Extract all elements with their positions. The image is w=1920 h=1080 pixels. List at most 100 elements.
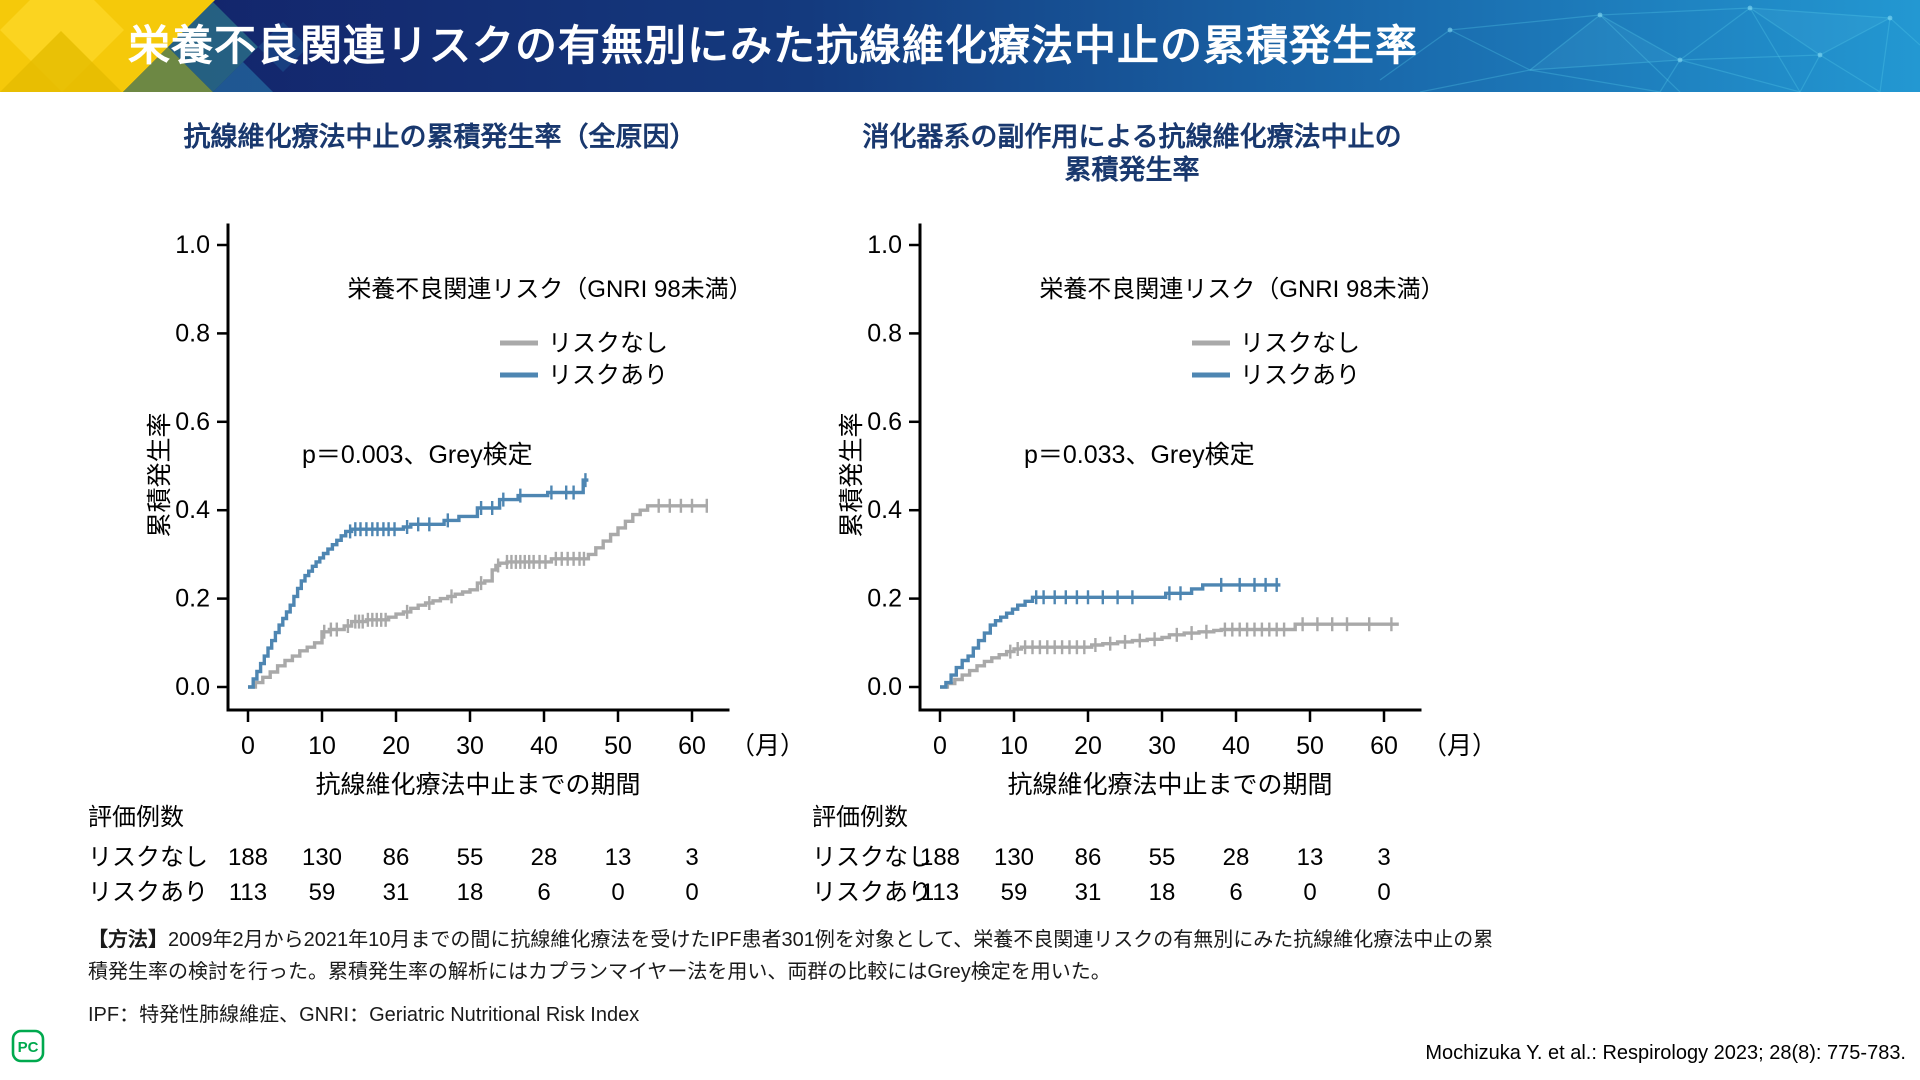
risk-table-count: 28 (1223, 844, 1250, 871)
y-tick-label: 0.8 (175, 319, 210, 347)
chart-gi-title-line1: 消化器系の副作用による抗線維化療法中止の (862, 122, 1402, 152)
risk-table-count: 113 (229, 879, 267, 906)
y-tick-label: 1.0 (175, 231, 210, 259)
legend-title: 栄養不良関連リスク（GNRI 98未満） (1039, 276, 1444, 303)
y-axis-ticks: 0.0 0.2 0.4 0.6 0.8 1.0 (867, 231, 920, 701)
y-tick-label: 0.2 (175, 585, 210, 613)
x-axis-unit: （月） (1422, 732, 1492, 760)
header-bar: 栄養不良関連リスクの有無別にみた抗線維化療法中止の累積発生率 (0, 0, 1920, 92)
slide-title: 栄養不良関連リスクの有無別にみた抗線維化療法中止の累積発生率 (128, 22, 1419, 69)
risk-table-count: 86 (1075, 844, 1102, 871)
x-tick-label: 50 (604, 732, 632, 760)
x-tick-label: 10 (308, 732, 336, 760)
method-note: 【方法】2009年2月から2021年10月までの間に抗線維化療法を受けたIPF患… (88, 924, 1500, 988)
x-tick-label: 20 (382, 732, 410, 760)
curve-risk_present (940, 583, 1281, 689)
axes (226, 223, 730, 712)
risk-table-count: 6 (537, 879, 550, 906)
risk-table-count: 31 (383, 879, 410, 906)
p-value-label: p＝0.033、Grey検定 (1024, 441, 1255, 469)
p-value-label: p＝0.003、Grey検定 (302, 441, 533, 469)
y-axis-title: 累積発生率 (838, 412, 866, 537)
risk-table-count: 0 (611, 879, 624, 906)
curve-risk_none (940, 622, 1399, 689)
series-risk_present (940, 577, 1281, 689)
pc-logo-icon: PC (11, 1029, 45, 1063)
risk-table-count: 55 (457, 844, 484, 871)
y-tick-label: 0.2 (867, 585, 902, 613)
x-axis-unit: （月） (730, 732, 800, 760)
y-tick-label: 0.6 (867, 408, 902, 436)
risk-table-title: 評価例数 (812, 804, 908, 831)
x-axis-title: 抗線維化療法中止までの期間 (315, 771, 640, 799)
risk-table-count: 3 (685, 844, 698, 871)
chart-gi-title: 消化器系の副作用による抗線維化療法中止の 累積発生率 (772, 115, 1492, 185)
x-axis-ticks: 0 10 20 30 40 50 60 （月） (241, 710, 800, 760)
series-risk_none (248, 498, 708, 689)
risk-table-count: 86 (383, 844, 410, 871)
risk-table-count: 18 (457, 879, 484, 906)
y-tick-label: 0.0 (175, 673, 210, 701)
chart-gi-plot: 0.00.20.40.60.81.00 10 20 30 40 50 60 （月）累積発生率抗… (812, 223, 1492, 906)
x-tick-label: 30 (456, 732, 484, 760)
chart-allcause-title-line1: 抗線維化療法中止の累積発生率（全原因） (183, 122, 697, 152)
x-tick-label: 30 (1148, 732, 1176, 760)
chart-allcause-block: 抗線維化療法中止の累積発生率（全原因） 0.0 0.2 0.4 0.6 0.8 1.0 0 1… (80, 115, 800, 925)
method-text: 2009年2月から2021年10月までの間に抗線維化療法を受けたIPF患者301… (88, 929, 1494, 983)
chart-allcause-plot: 0.00.20.40.60.81.00 10 20 30 40 50 60 （月）累積発生率抗… (88, 223, 800, 906)
legend-title: 栄養不良関連リスク（GNRI 98未満） (347, 276, 752, 303)
curve-risk_none (248, 504, 707, 689)
curve-risk_present (248, 478, 589, 689)
risk-table-count: 113 (921, 879, 959, 906)
legend-label-risk_none: リスクなし (548, 330, 668, 357)
risk-table-count: 18 (1149, 879, 1176, 906)
y-axis-title: 累積発生率 (146, 412, 174, 537)
x-tick-label: 0 (241, 732, 255, 760)
risk-table-count: 6 (1229, 879, 1242, 906)
chart-gi-title-line2: 累積発生率 (1064, 154, 1200, 185)
risk-table-count: 13 (1297, 844, 1324, 871)
risk-table-count: 55 (1149, 844, 1176, 871)
x-tick-label: 40 (1222, 732, 1250, 760)
method-label: 【方法】 (88, 929, 168, 951)
abbreviation-note: IPF：特発性肺線維症、GNRI：Geriatric Nutritional R… (88, 1004, 640, 1026)
series-risk_none (940, 617, 1399, 689)
risk-table-count: 188 (920, 844, 960, 871)
risk-table-count: 31 (1075, 879, 1102, 906)
risk-table-title: 評価例数 (88, 804, 184, 831)
risk-table-count: 0 (1303, 879, 1316, 906)
x-tick-label: 60 (1370, 732, 1398, 760)
risk-table-count: 28 (531, 844, 558, 871)
series-risk_present (248, 473, 589, 689)
risk-table-row-label: リスクあり (88, 879, 208, 906)
risk-table-count: 0 (1377, 879, 1390, 906)
citation: Mochizuka Y. et al.: Respirology 2023; 2… (1425, 1042, 1906, 1064)
axes (918, 223, 1422, 712)
header-yellow-accent-art (0, 0, 308, 92)
risk-table-count: 0 (685, 879, 698, 906)
risk-table-count: 130 (302, 844, 342, 871)
pc-logo-text: PC (18, 1039, 39, 1056)
x-tick-label: 10 (1000, 732, 1028, 760)
risk-table-count: 13 (605, 844, 632, 871)
x-tick-label: 0 (933, 732, 947, 760)
y-tick-label: 0.6 (175, 408, 210, 436)
x-axis-title: 抗線維化療法中止までの期間 (1007, 771, 1332, 799)
risk-table-row-label: リスクなし (88, 844, 208, 871)
risk-table-row-label: リスクなし (812, 844, 932, 871)
x-tick-label: 50 (1296, 732, 1324, 760)
chart-gi-block: 消化器系の副作用による抗線維化療法中止の 累積発生率 0.0 0.2 0.4 0.6 0… (772, 115, 1492, 925)
y-tick-label: 0.0 (867, 673, 902, 701)
x-tick-label: 40 (530, 732, 558, 760)
header-network-mesh-art (1379, 5, 1920, 92)
y-tick-label: 0.4 (175, 496, 210, 524)
chart-allcause-title: 抗線維化療法中止の累積発生率（全原因） (80, 115, 800, 185)
x-axis-ticks: 0 10 20 30 40 50 60 （月） (933, 710, 1492, 760)
legend-label-risk_present: リスクあり (548, 362, 668, 389)
risk-table-count: 3 (1377, 844, 1390, 871)
legend-label-risk_none: リスクなし (1240, 330, 1360, 357)
